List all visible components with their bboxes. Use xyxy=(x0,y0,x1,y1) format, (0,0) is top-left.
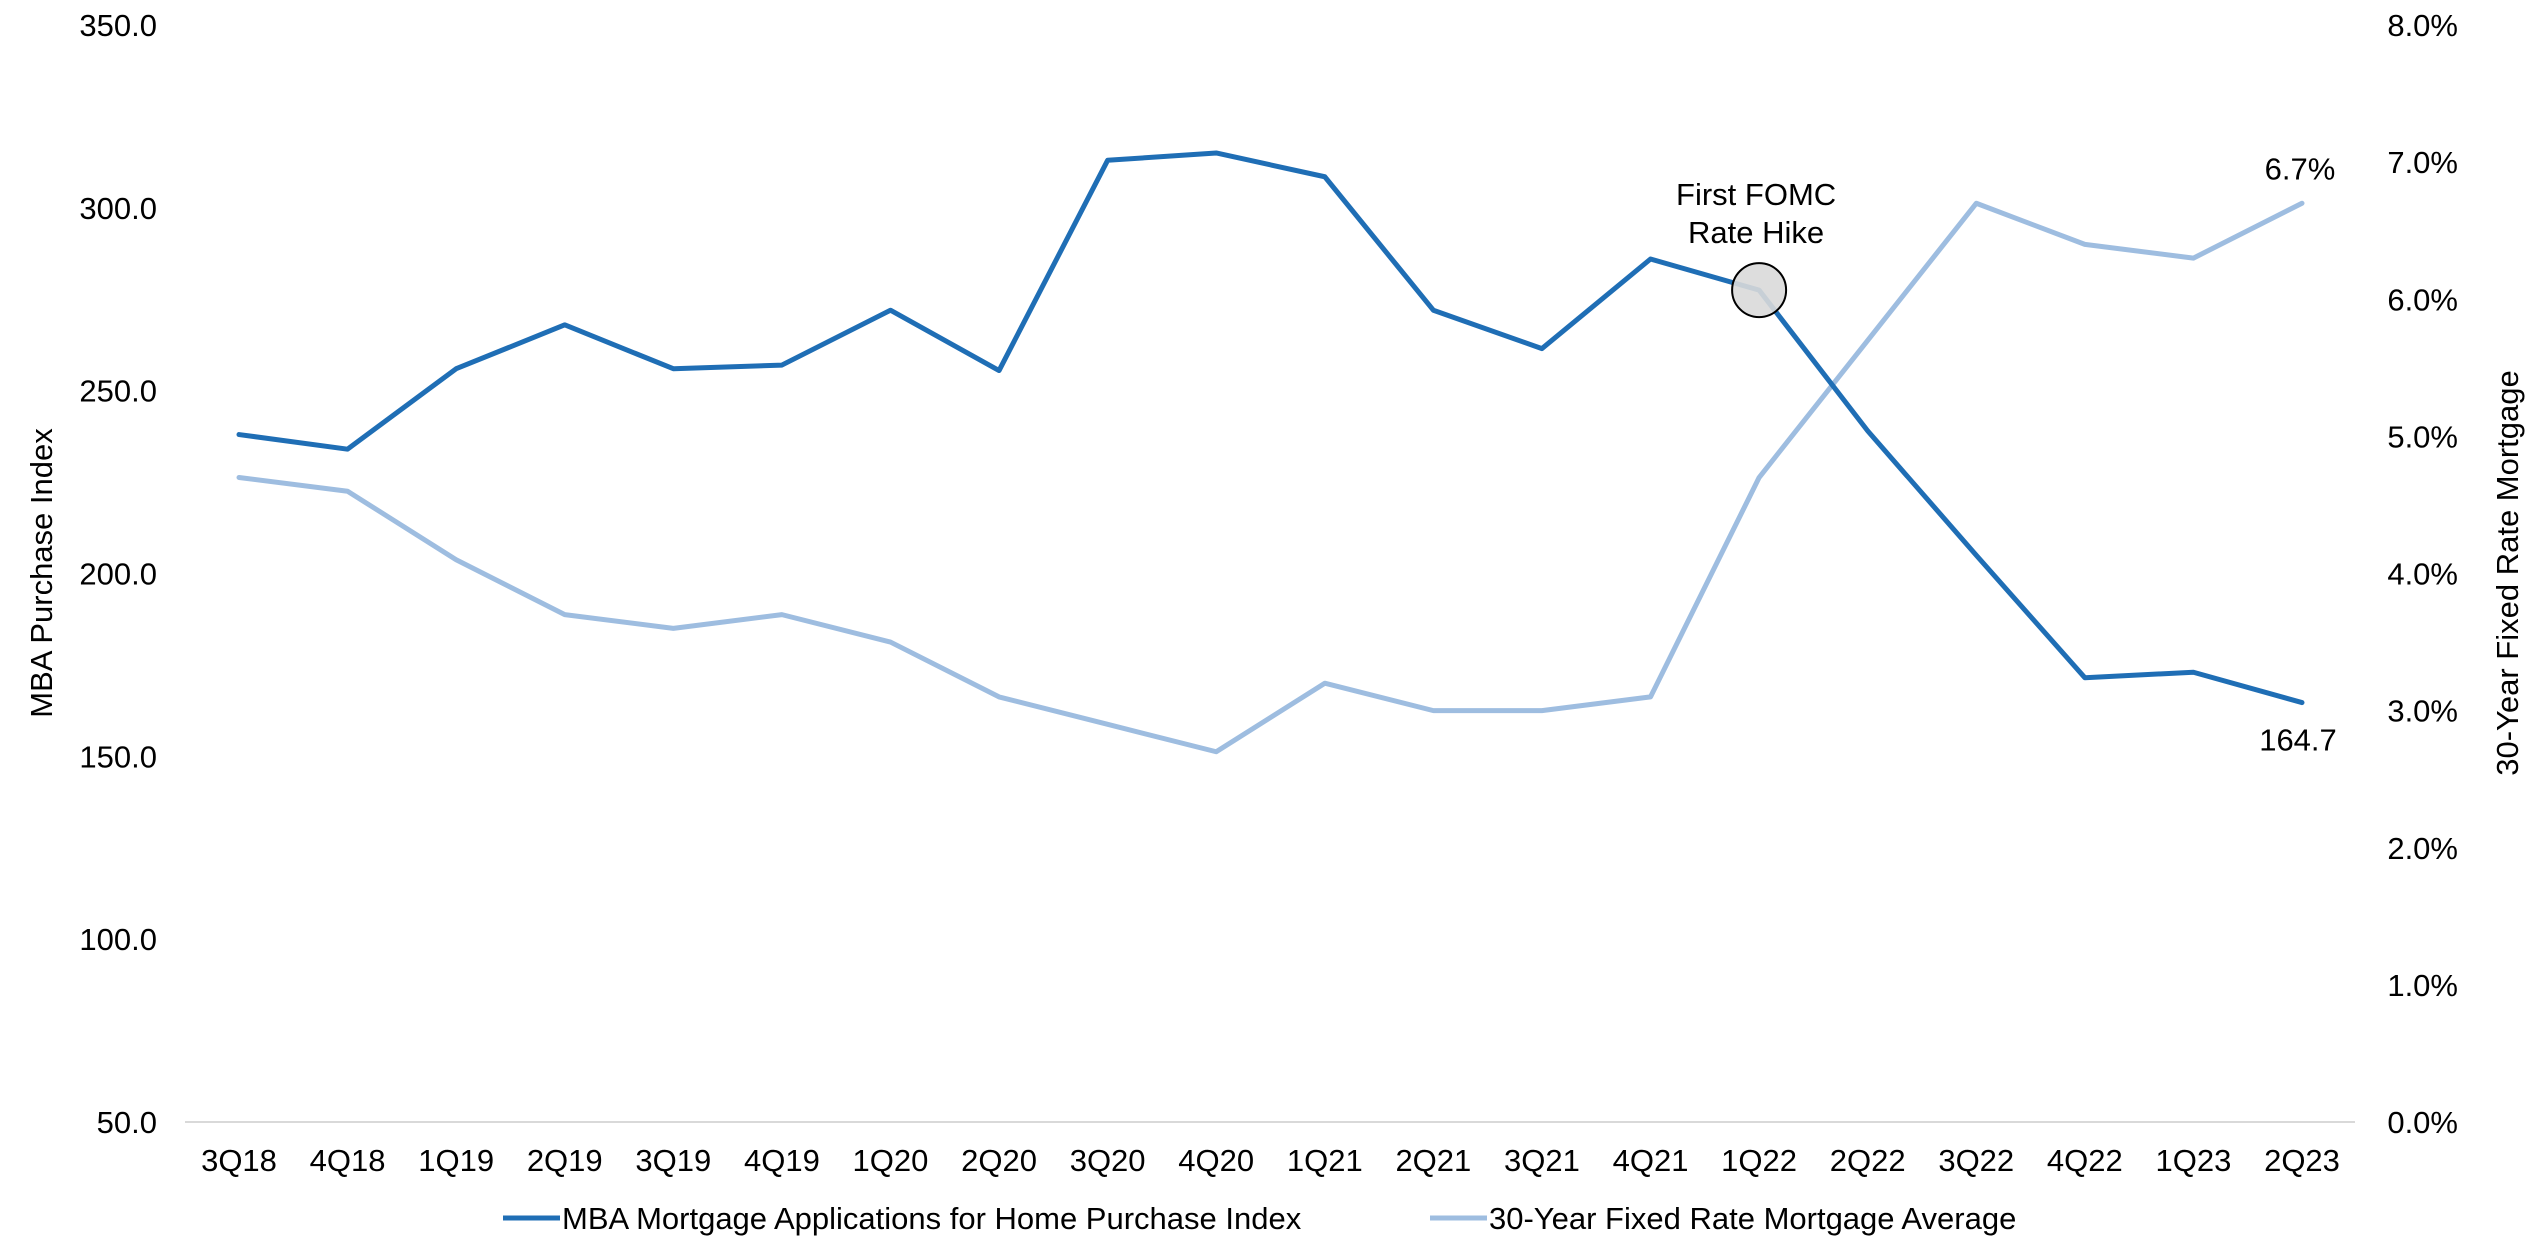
legend-label-mba-index: MBA Mortgage Applications for Home Purch… xyxy=(562,1201,1302,1236)
x-tick-label: 2Q21 xyxy=(1395,1143,1471,1178)
x-tick-label: 1Q19 xyxy=(418,1143,494,1178)
rate-line xyxy=(239,203,2302,752)
right-tick-label: 1.0% xyxy=(2387,968,2458,1003)
right-axis-ticks: 0.0% 1.0% 2.0% 3.0% 4.0% 5.0% 6.0% 7.0% 8.0% xyxy=(2387,8,2458,1140)
right-tick-label: 3.0% xyxy=(2387,694,2458,729)
right-tick-label: 2.0% xyxy=(2387,831,2458,866)
right-tick-label: 5.0% xyxy=(2387,419,2458,454)
x-tick-label: 3Q22 xyxy=(1938,1143,2014,1178)
left-tick-label: 150.0 xyxy=(79,739,157,774)
x-tick-label: 2Q20 xyxy=(961,1143,1037,1178)
x-tick-label: 4Q21 xyxy=(1613,1143,1689,1178)
last-index-data-label: 164.7 xyxy=(2259,723,2337,758)
x-tick-label: 2Q19 xyxy=(527,1143,603,1178)
left-tick-label: 350.0 xyxy=(79,8,157,43)
x-axis-ticks: 3Q18 4Q18 1Q19 2Q19 3Q19 4Q19 1Q20 2Q20 3Q20 4Q20… xyxy=(201,1143,2340,1178)
legend: MBA Mortgage Applications for Home Purch… xyxy=(503,1201,2016,1236)
last-rate-data-label: 6.7% xyxy=(2265,151,2336,186)
fomc-label-line1: First FOMC xyxy=(1676,177,1836,212)
x-tick-label: 1Q23 xyxy=(2155,1143,2231,1178)
left-tick-label: 250.0 xyxy=(79,374,157,409)
series-mba-index xyxy=(239,153,2302,703)
index-line xyxy=(239,153,2302,703)
x-tick-label: 2Q23 xyxy=(2264,1143,2340,1178)
x-tick-label: 4Q19 xyxy=(744,1143,820,1178)
right-tick-label: 0.0% xyxy=(2387,1105,2458,1140)
x-tick-label: 4Q18 xyxy=(310,1143,386,1178)
x-tick-label: 3Q21 xyxy=(1504,1143,1580,1178)
left-tick-label: 200.0 xyxy=(79,557,157,592)
legend-label-30yr-rate: 30-Year Fixed Rate Mortgage Average xyxy=(1489,1201,2016,1236)
x-tick-label: 4Q20 xyxy=(1178,1143,1254,1178)
left-tick-label: 50.0 xyxy=(97,1105,157,1140)
x-tick-label: 1Q22 xyxy=(1721,1143,1797,1178)
x-tick-label: 1Q20 xyxy=(853,1143,929,1178)
x-tick-label: 4Q22 xyxy=(2047,1143,2123,1178)
right-tick-label: 6.0% xyxy=(2387,282,2458,317)
x-tick-label: 2Q22 xyxy=(1830,1143,1906,1178)
left-axis-ticks: 50.0 100.0 150.0 200.0 250.0 300.0 350.0 xyxy=(79,8,157,1140)
x-tick-label: 1Q21 xyxy=(1287,1143,1363,1178)
x-tick-label: 3Q18 xyxy=(201,1143,277,1178)
fomc-annotation: First FOMC Rate Hike xyxy=(1676,177,1836,317)
fomc-label-line2: Rate Hike xyxy=(1688,215,1824,250)
series-30yr-rate xyxy=(239,203,2302,752)
right-tick-label: 4.0% xyxy=(2387,557,2458,592)
x-tick-label: 3Q20 xyxy=(1070,1143,1146,1178)
right-tick-label: 7.0% xyxy=(2387,145,2458,180)
right-tick-label: 8.0% xyxy=(2387,8,2458,43)
left-axis-title: MBA Purchase Index xyxy=(24,428,59,718)
fomc-marker-circle xyxy=(1732,263,1786,317)
left-tick-label: 300.0 xyxy=(79,191,157,226)
x-tick-label: 3Q19 xyxy=(635,1143,711,1178)
right-axis-title: 30-Year Fixed Rate Mortgage xyxy=(2490,370,2525,776)
left-tick-label: 100.0 xyxy=(79,922,157,957)
